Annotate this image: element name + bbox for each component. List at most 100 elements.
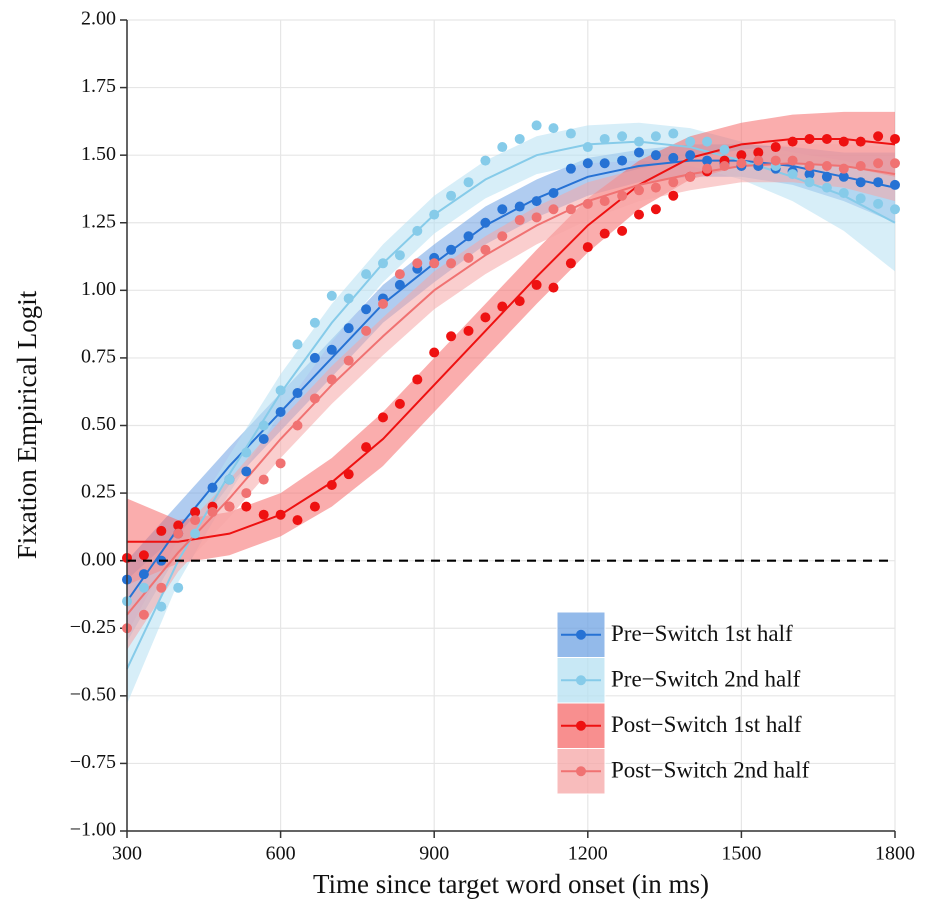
- data-point: [736, 158, 747, 169]
- data-point: [446, 190, 457, 201]
- fit-line: [126, 159, 896, 602]
- data-point: [873, 131, 884, 142]
- data-point: [514, 133, 525, 144]
- data-point: [565, 128, 576, 139]
- data-point: [668, 190, 679, 201]
- data-point: [821, 182, 832, 193]
- data-point: [548, 123, 559, 134]
- data-point: [497, 142, 508, 153]
- data-point: [463, 252, 474, 263]
- data-point: [634, 209, 644, 220]
- data-point: [548, 188, 559, 199]
- data-point: [599, 158, 610, 169]
- data-point: [617, 225, 628, 236]
- data-point: [770, 155, 781, 166]
- data-point: [343, 355, 354, 366]
- data-point: [617, 155, 628, 166]
- data-point: [514, 215, 525, 226]
- data-point: [258, 420, 269, 431]
- data-point: [378, 298, 388, 309]
- data-point: [770, 142, 781, 153]
- data-point: [531, 120, 542, 131]
- data-point: [873, 158, 884, 169]
- legend-label: Pre−Switch 2nd half: [611, 667, 801, 692]
- data-point: [890, 158, 900, 169]
- legend-label: Post−Switch 2nd half: [611, 758, 810, 783]
- data-point: [326, 290, 337, 301]
- data-point: [224, 474, 235, 485]
- x-tick-label: 900: [419, 843, 449, 865]
- data-point: [599, 196, 610, 207]
- data-point: [890, 204, 900, 215]
- data-point: [138, 609, 149, 620]
- data-point: [378, 258, 388, 269]
- y-axis-title: Fixation Empirical Logit: [12, 290, 42, 559]
- x-tick-label: 1500: [721, 843, 761, 865]
- y-tick-label: 0.25: [81, 481, 116, 503]
- legend-dot: [576, 675, 586, 686]
- data-point: [650, 131, 661, 142]
- data-point: [702, 136, 713, 147]
- data-point: [173, 520, 184, 531]
- data-point: [582, 158, 593, 169]
- data-point: [548, 282, 559, 293]
- data-point: [138, 550, 149, 561]
- data-point: [190, 515, 201, 526]
- data-point: [582, 142, 593, 153]
- data-point: [599, 133, 610, 144]
- data-point: [838, 136, 849, 147]
- data-point: [787, 155, 798, 166]
- data-point: [412, 225, 423, 236]
- data-point: [156, 601, 167, 612]
- data-point: [838, 188, 849, 199]
- data-point: [497, 204, 508, 215]
- data-point: [361, 269, 372, 280]
- data-point: [429, 209, 440, 220]
- data-point: [156, 525, 167, 536]
- data-point: [343, 469, 354, 480]
- data-point: [190, 528, 201, 539]
- data-point: [480, 244, 491, 255]
- data-point: [173, 528, 184, 539]
- data-point: [650, 150, 661, 161]
- data-point: [634, 136, 644, 147]
- data-point: [582, 242, 593, 253]
- data-point: [617, 131, 628, 142]
- data-point: [804, 169, 815, 180]
- data-point: [855, 160, 866, 171]
- y-tick-label: 2.00: [81, 8, 116, 30]
- y-tick-label: 1.25: [81, 210, 116, 232]
- x-tick-label: 300: [112, 843, 142, 865]
- data-point: [361, 304, 372, 315]
- data-point: [855, 136, 866, 147]
- data-point: [855, 177, 866, 188]
- data-point: [292, 339, 303, 350]
- data-point: [309, 317, 320, 328]
- data-point: [890, 179, 900, 190]
- y-tick-label: 0.50: [81, 413, 116, 435]
- data-point: [258, 434, 269, 445]
- data-point: [224, 501, 235, 512]
- data-point: [463, 231, 474, 242]
- data-point: [787, 136, 798, 147]
- data-point: [753, 147, 764, 158]
- data-point: [343, 323, 354, 334]
- data-point: [531, 196, 542, 207]
- data-point: [463, 325, 474, 336]
- y-tick-label: 0.75: [81, 346, 116, 368]
- data-point: [275, 406, 286, 417]
- data-point: [514, 201, 525, 212]
- y-tick-label: −0.50: [70, 683, 116, 705]
- data-point: [821, 171, 832, 182]
- data-point: [685, 136, 696, 147]
- data-point: [429, 347, 440, 358]
- data-point: [855, 193, 866, 204]
- data-point: [241, 501, 252, 512]
- data-point: [736, 150, 747, 161]
- data-point: [292, 420, 303, 431]
- y-tick-label: −0.75: [70, 751, 116, 773]
- data-point: [804, 133, 815, 144]
- data-point: [326, 374, 337, 385]
- x-tick-label: 1800: [875, 843, 915, 865]
